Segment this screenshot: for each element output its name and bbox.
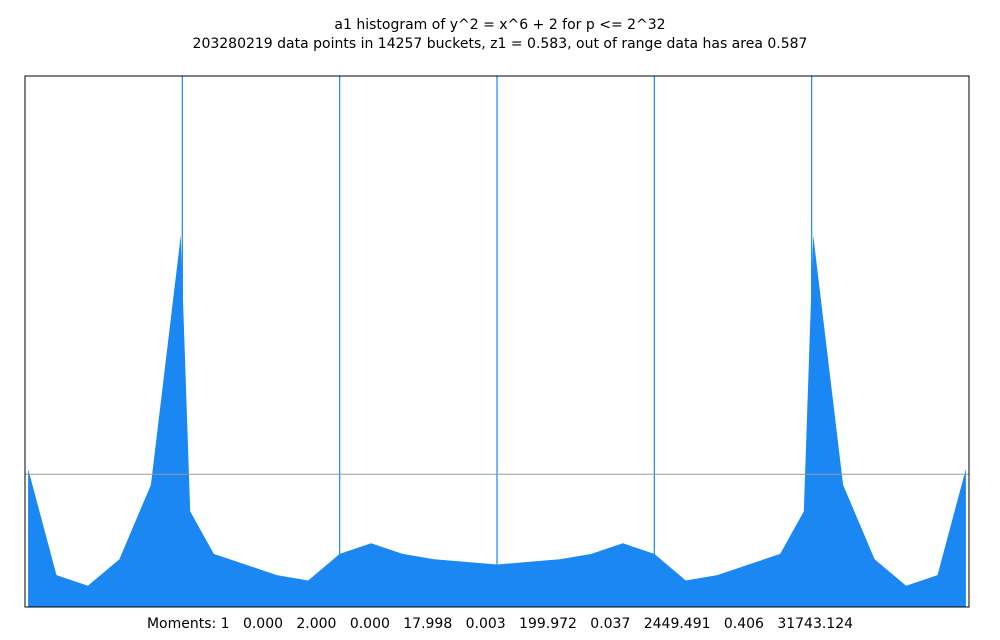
moment-6: 199.972 [505, 616, 577, 632]
histogram-bars [28, 235, 966, 608]
chart-subtitle: 203280219 data points in 14257 buckets, … [192, 36, 808, 52]
histogram-spikes [181, 76, 813, 607]
moment-9: 0.406 [710, 616, 764, 632]
moment-7: 0.037 [576, 616, 631, 632]
moment-3: 0.000 [336, 616, 390, 632]
moments-row: Moments: 1 0.000 2.000 0.000 17.998 0.00… [0, 616, 1000, 632]
moment-5: 0.003 [452, 616, 506, 632]
moment-2: 2.000 [283, 616, 337, 632]
moments-label: Moments: [146, 616, 217, 632]
density-area [28, 235, 966, 608]
moment-8: 2449.491 [630, 616, 711, 632]
moment-4: 17.998 [389, 616, 453, 632]
moment-0: 1 [216, 616, 230, 632]
chart-title: a1 histogram of y^2 = x^6 + 2 for p <= 2… [334, 17, 666, 33]
moment-1: 0.000 [229, 616, 284, 632]
moment-10: 31743.124 [763, 616, 854, 632]
plot-frame [24, 75, 970, 608]
